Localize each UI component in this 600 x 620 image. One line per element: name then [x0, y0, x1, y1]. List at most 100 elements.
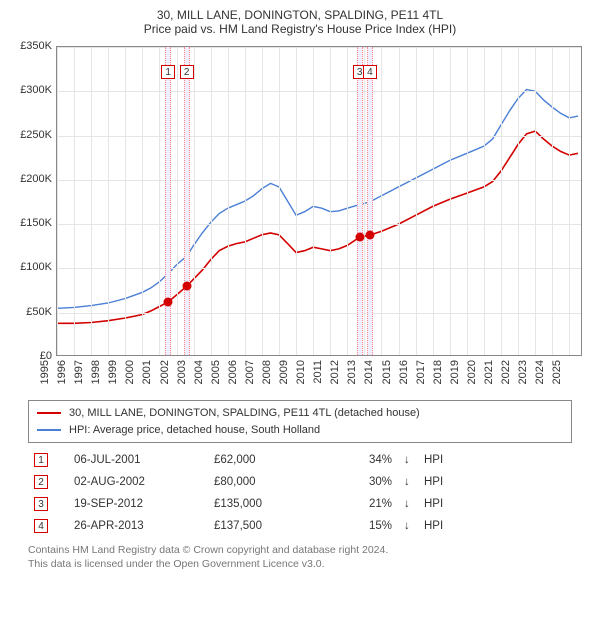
title-line-2: Price paid vs. HM Land Registry's House … [10, 22, 590, 36]
sale-marker: 2 [180, 65, 194, 79]
legend-swatch [37, 412, 61, 414]
series-hpi [57, 90, 578, 309]
gridline-vertical [467, 47, 468, 355]
arrow-down-icon: ↓ [398, 449, 418, 471]
legend: 30, MILL LANE, DONINGTON, SPALDING, PE11… [28, 400, 572, 443]
table-row: 4 26-APR-2013£137,50015%↓HPI [28, 515, 572, 537]
gridline-vertical [501, 47, 502, 355]
sales-table: 106-JUL-2001£62,00034%↓HPI202-AUG-2002£8… [28, 449, 572, 537]
gridline-horizontal [57, 268, 581, 269]
sale-date: 19-SEP-2012 [68, 493, 208, 515]
gridline-vertical [399, 47, 400, 355]
gridline-vertical [535, 47, 536, 355]
gridline-vertical [125, 47, 126, 355]
gridline-vertical [484, 47, 485, 355]
sale-price: £80,000 [208, 471, 328, 493]
sale-date: 26-APR-2013 [68, 515, 208, 537]
sale-number-box: 2 [34, 475, 48, 489]
gridline-vertical [228, 47, 229, 355]
gridline-vertical [552, 47, 553, 355]
gridline-vertical [57, 47, 58, 355]
sale-number-box: 4 [34, 519, 48, 533]
sale-price: £137,500 [208, 515, 328, 537]
arrow-down-icon: ↓ [398, 493, 418, 515]
y-tick-label: £150K [10, 217, 52, 229]
gridline-horizontal [57, 180, 581, 181]
gridline-horizontal [57, 91, 581, 92]
sale-point [164, 298, 173, 307]
gridline-vertical [159, 47, 160, 355]
chart-lines [57, 47, 583, 357]
x-tick-label: 2025 [551, 360, 585, 384]
sale-pct: 21% [328, 493, 398, 515]
table-row: 2 02-AUG-2002£80,00030%↓HPI [28, 471, 572, 493]
gridline-vertical [313, 47, 314, 355]
sale-pct: 34% [328, 449, 398, 471]
attribution-line: This data is licensed under the Open Gov… [28, 557, 572, 571]
gridline-horizontal [57, 313, 581, 314]
sale-marker: 4 [363, 65, 377, 79]
sale-price: £135,000 [208, 493, 328, 515]
title-line-1: 30, MILL LANE, DONINGTON, SPALDING, PE11… [10, 8, 590, 22]
gridline-vertical [211, 47, 212, 355]
sale-number-box: 3 [34, 497, 48, 511]
attribution: Contains HM Land Registry data © Crown c… [28, 543, 572, 571]
hpi-label: HPI [418, 515, 572, 537]
chart-title: 30, MILL LANE, DONINGTON, SPALDING, PE11… [10, 8, 590, 36]
gridline-vertical [279, 47, 280, 355]
y-tick-label: £250K [10, 129, 52, 141]
gridline-vertical [194, 47, 195, 355]
sale-point [365, 231, 374, 240]
table-row: 1 06-JUL-2001£62,00034%↓HPI [28, 449, 572, 471]
gridline-vertical [518, 47, 519, 355]
gridline-vertical [296, 47, 297, 355]
sale-date: 06-JUL-2001 [68, 449, 208, 471]
arrow-down-icon: ↓ [398, 471, 418, 493]
y-tick-label: £200K [10, 173, 52, 185]
y-tick-label: £300K [10, 84, 52, 96]
hpi-label: HPI [418, 449, 572, 471]
legend-item: HPI: Average price, detached house, Sout… [37, 422, 563, 439]
gridline-vertical [330, 47, 331, 355]
gridline-vertical [569, 47, 570, 355]
sale-band [357, 47, 363, 355]
gridline-horizontal [57, 224, 581, 225]
gridline-vertical [142, 47, 143, 355]
legend-swatch [37, 429, 61, 431]
y-tick-label: £350K [10, 40, 52, 52]
gridline-vertical [450, 47, 451, 355]
sale-price: £62,000 [208, 449, 328, 471]
sale-band [165, 47, 171, 355]
sale-pct: 30% [328, 471, 398, 493]
sale-pct: 15% [328, 515, 398, 537]
attribution-line: Contains HM Land Registry data © Crown c… [28, 543, 572, 557]
gridline-horizontal [57, 136, 581, 137]
plot-region: 1234 [56, 46, 582, 356]
sale-band [367, 47, 373, 355]
legend-label: 30, MILL LANE, DONINGTON, SPALDING, PE11… [69, 405, 420, 422]
gridline-vertical [381, 47, 382, 355]
sale-point [355, 233, 364, 242]
table-row: 3 19-SEP-2012£135,00021%↓HPI [28, 493, 572, 515]
gridline-vertical [74, 47, 75, 355]
gridline-horizontal [57, 47, 581, 48]
sale-marker: 1 [161, 65, 175, 79]
sale-date: 02-AUG-2002 [68, 471, 208, 493]
gridline-vertical [347, 47, 348, 355]
sale-band [184, 47, 190, 355]
gridline-vertical [416, 47, 417, 355]
gridline-vertical [364, 47, 365, 355]
sale-number-box: 1 [34, 453, 48, 467]
gridline-vertical [433, 47, 434, 355]
legend-item: 30, MILL LANE, DONINGTON, SPALDING, PE11… [37, 405, 563, 422]
sale-point [182, 282, 191, 291]
arrow-down-icon: ↓ [398, 515, 418, 537]
gridline-vertical [262, 47, 263, 355]
gridline-vertical [91, 47, 92, 355]
gridline-vertical [245, 47, 246, 355]
hpi-label: HPI [418, 493, 572, 515]
chart-area: 1234 £0£50K£100K£150K£200K£250K£300K£350… [10, 42, 590, 392]
gridline-vertical [177, 47, 178, 355]
hpi-label: HPI [418, 471, 572, 493]
y-tick-label: £50K [10, 306, 52, 318]
